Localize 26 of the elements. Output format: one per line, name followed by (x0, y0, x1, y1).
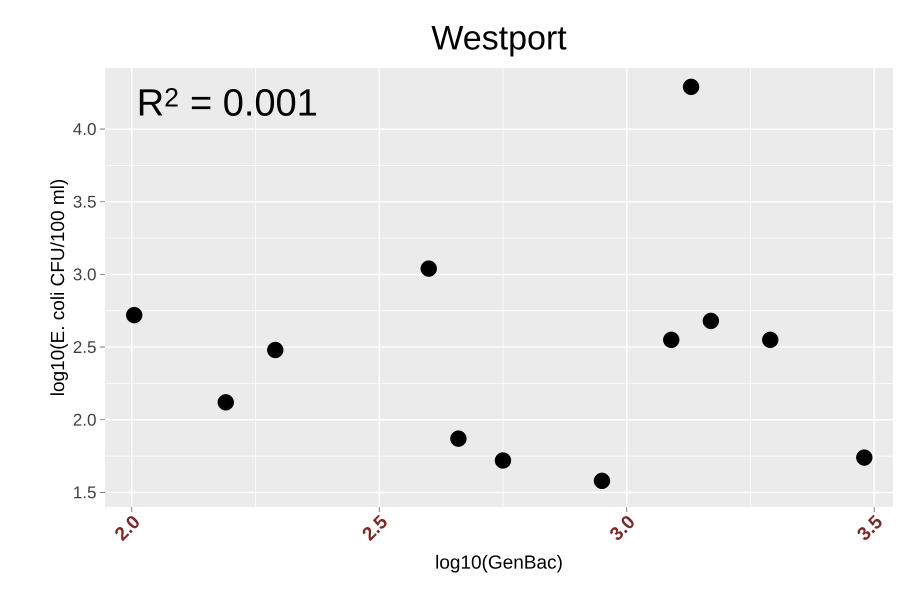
point (218, 394, 234, 411)
point (126, 306, 142, 324)
point (494, 452, 512, 469)
x-tick-label: 3.5 (858, 514, 882, 540)
x-tick-label: 2.0 (115, 516, 139, 542)
point (762, 332, 778, 348)
x-tick-label: 2.5 (362, 514, 387, 542)
point (450, 430, 467, 447)
point (420, 260, 437, 277)
point (267, 342, 284, 358)
y-tick-label: 3.5 (73, 196, 96, 208)
y-tick-label: 1.5 (74, 486, 96, 498)
x-axis-title: log10(GenBac) (436, 554, 562, 573)
point (856, 449, 872, 466)
point (702, 312, 720, 330)
point (594, 472, 610, 490)
y-tick-label: 2.5 (74, 341, 96, 354)
point (682, 78, 700, 96)
point (663, 332, 680, 348)
y-tick-label: 2.0 (74, 414, 96, 426)
annotation: R$^{2}$ = 0.001 (140, 88, 316, 116)
y-axis-title: log10(E. coli CFU/100 ml) (50, 180, 68, 395)
chart-title: Westport (431, 26, 566, 56)
y-tick-label: 4.0 (73, 123, 96, 136)
x-tick-label: 3.0 (610, 516, 634, 540)
y-tick-label: 3.0 (73, 268, 96, 280)
